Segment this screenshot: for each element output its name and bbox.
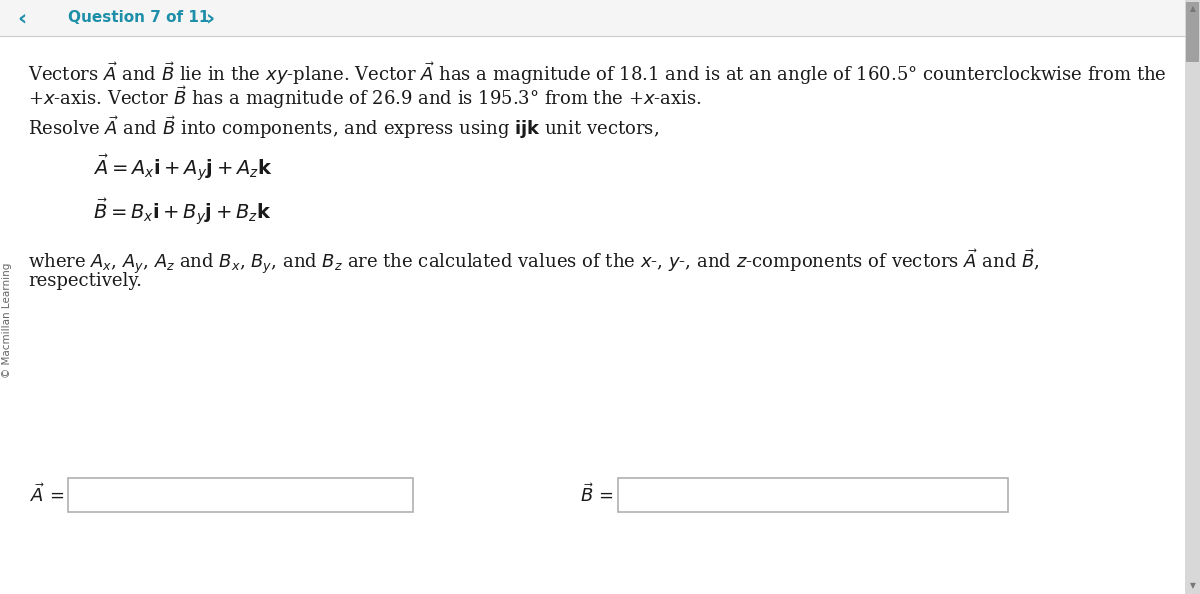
Text: ▼: ▼ (1189, 581, 1195, 590)
Text: ▲: ▲ (1189, 4, 1195, 13)
FancyBboxPatch shape (618, 478, 1008, 512)
Text: respectively.: respectively. (28, 272, 142, 290)
Text: Question 7 of 11: Question 7 of 11 (68, 11, 209, 26)
Text: ‹: ‹ (17, 8, 26, 28)
Text: $\vec{A} = A_x\mathbf{i} + A_y\mathbf{j} + A_z\mathbf{k}$: $\vec{A} = A_x\mathbf{i} + A_y\mathbf{j}… (94, 152, 272, 183)
Text: $\vec{B}\,=$: $\vec{B}\,=$ (580, 484, 614, 507)
Text: © Macmillan Learning: © Macmillan Learning (2, 263, 12, 378)
Text: where $A_x$, $A_y$, $A_z$ and $B_x$, $B_y$, and $B_z$ are the calculated values : where $A_x$, $A_y$, $A_z$ and $B_x$, $B_… (28, 248, 1039, 277)
Text: ›: › (205, 8, 215, 28)
Bar (1186, 0, 1200, 594)
Text: Resolve $\vec{A}$ and $\vec{B}$ into components, and express using $\mathbf{ijk}: Resolve $\vec{A}$ and $\vec{B}$ into com… (28, 114, 659, 141)
Text: $\vec{B} = B_x\mathbf{i} + B_y\mathbf{j} + B_z\mathbf{k}$: $\vec{B} = B_x\mathbf{i} + B_y\mathbf{j}… (94, 196, 272, 227)
Text: $\vec{A}\,=$: $\vec{A}\,=$ (30, 484, 65, 507)
FancyBboxPatch shape (68, 478, 413, 512)
Text: Vectors $\vec{A}$ and $\vec{B}$ lie in the $xy$-plane. Vector $\vec{A}$ has a ma: Vectors $\vec{A}$ and $\vec{B}$ lie in t… (28, 60, 1166, 87)
Bar (1186, 2, 1199, 62)
Text: +$x$-axis. Vector $\vec{B}$ has a magnitude of 26.9 and is 195.3° from the +$x$-: +$x$-axis. Vector $\vec{B}$ has a magnit… (28, 84, 702, 111)
Bar (0, 0, 1186, 36)
